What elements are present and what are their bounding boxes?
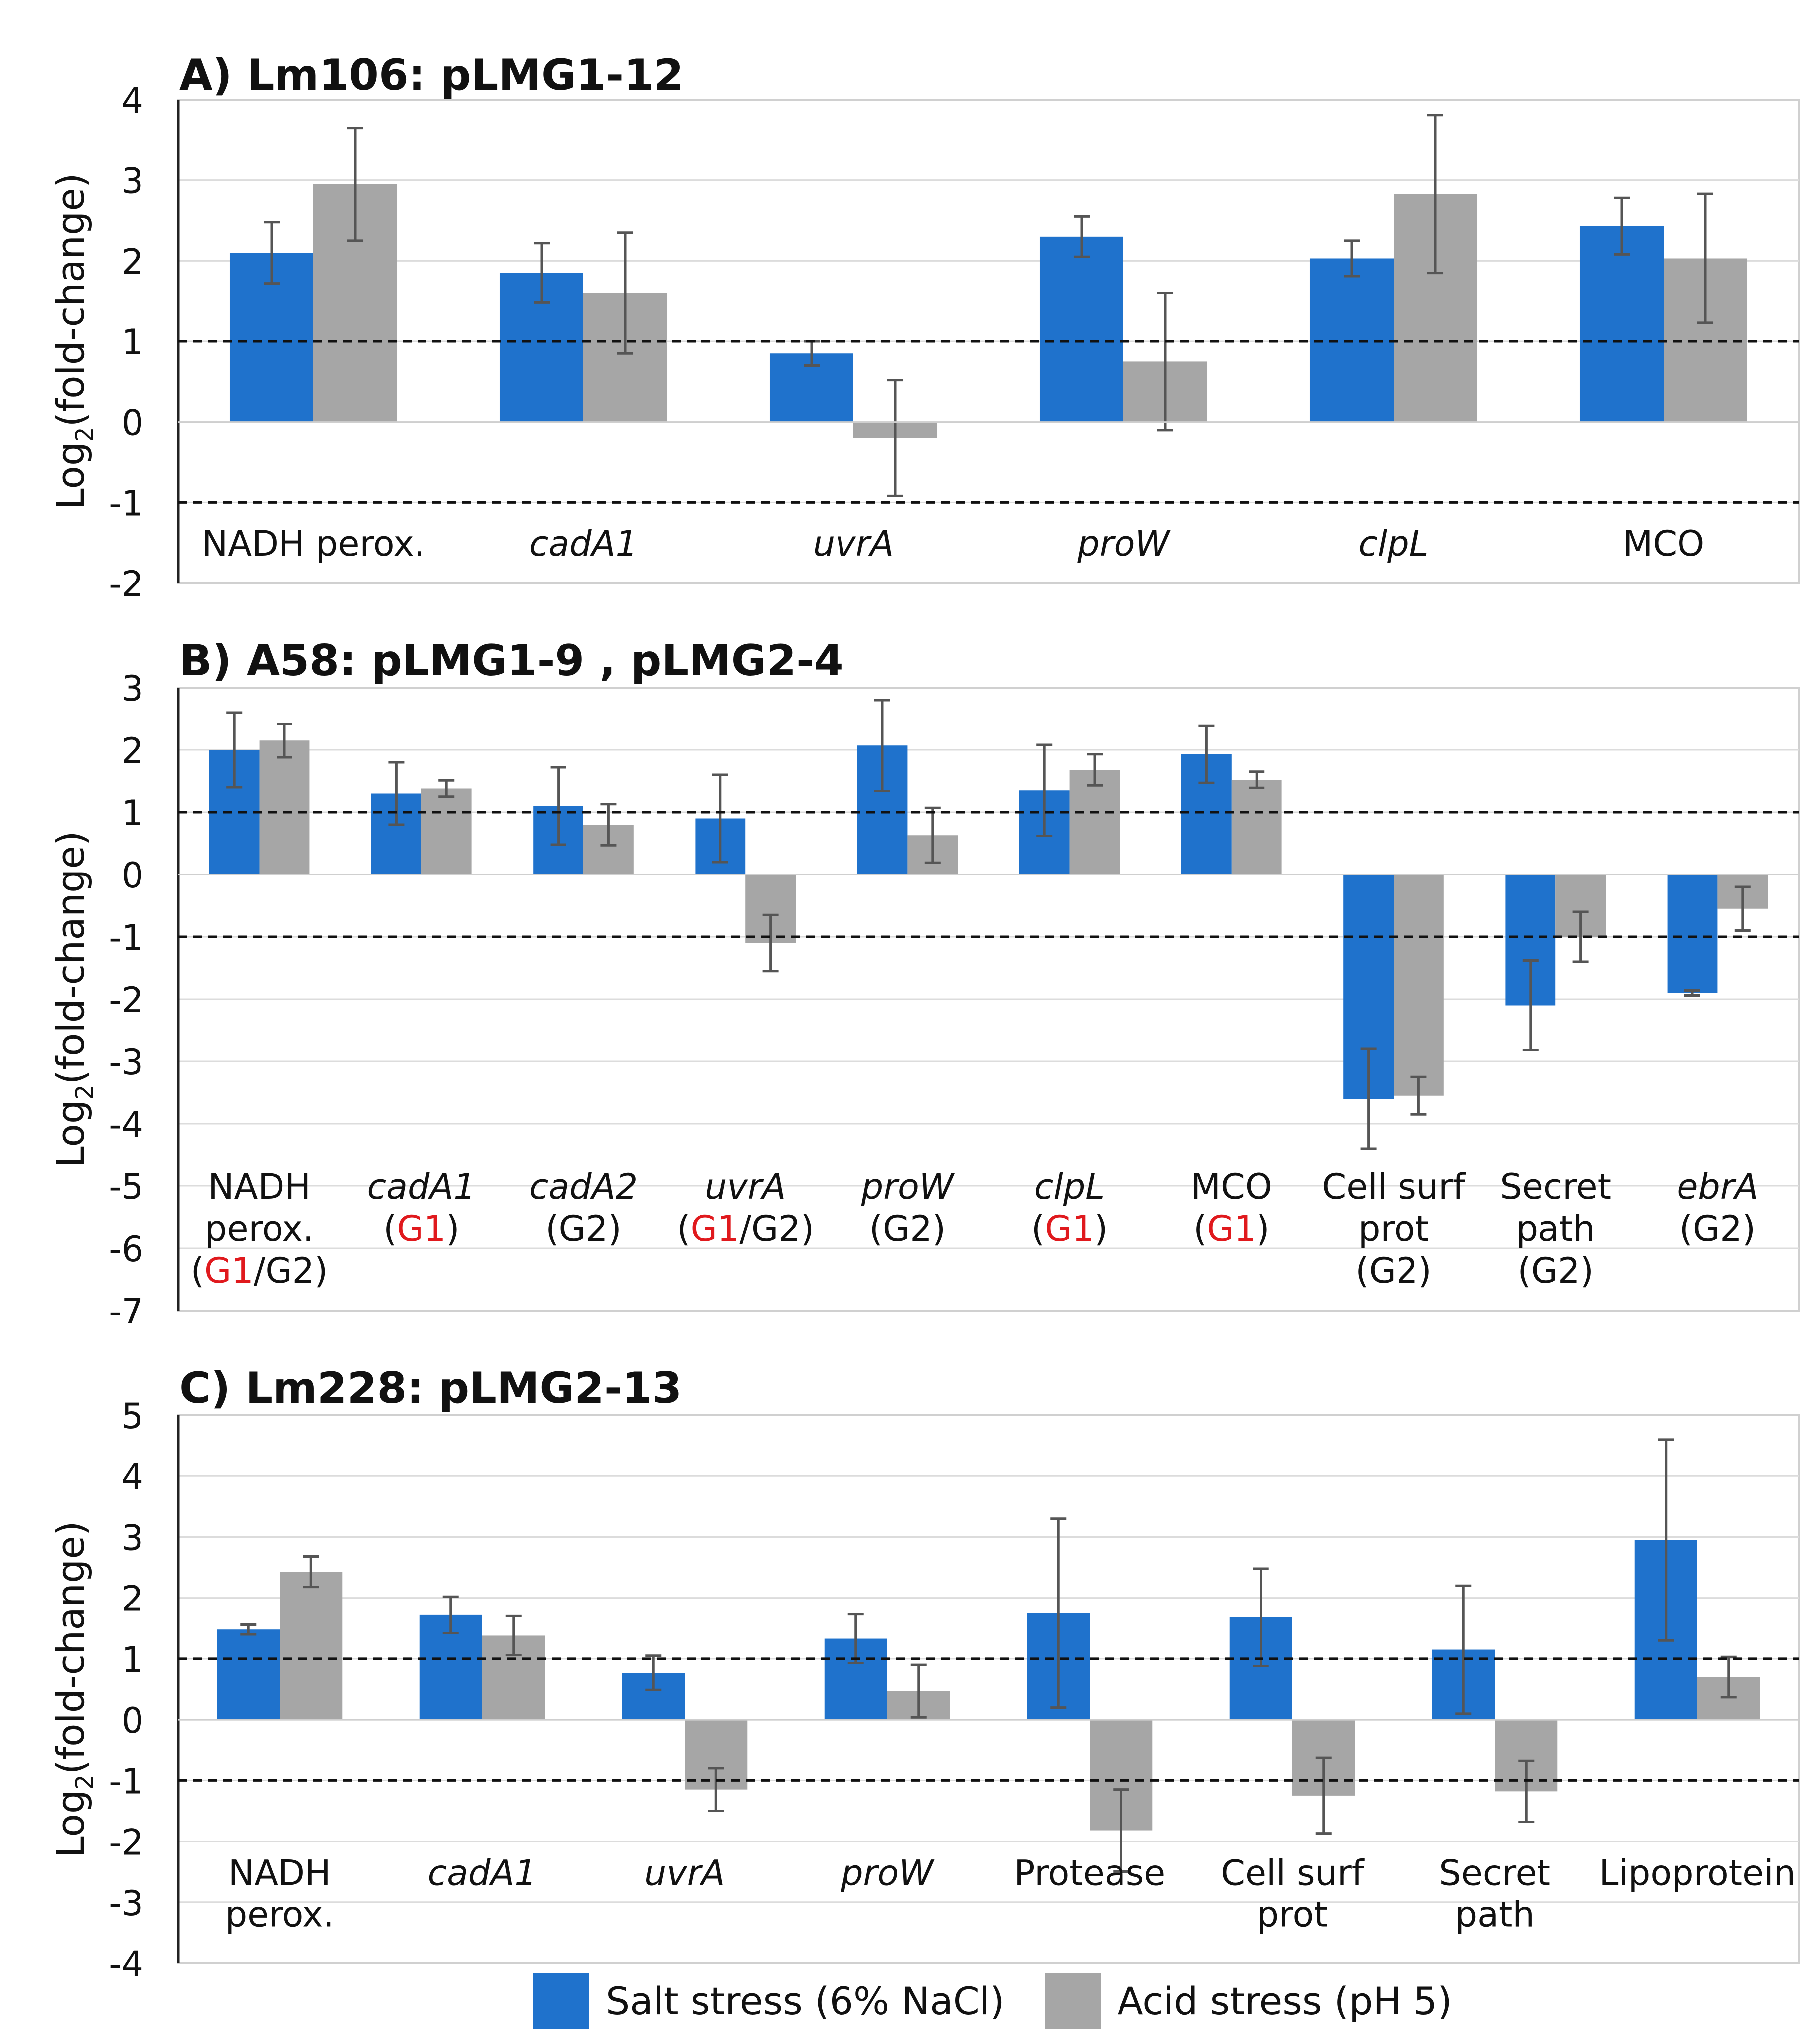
legend: Salt stress (6% NaCl) Acid stress (pH 5) — [533, 1971, 1492, 2031]
legend-label-salt: Salt stress (6% NaCl) — [606, 1978, 1005, 2023]
category-label: clpL — [1034, 1167, 1105, 1207]
chart-title: C) Lm228: pLMG2-13 — [179, 1363, 682, 1413]
y-tick-label: 3 — [121, 668, 143, 709]
category-label: NADH perox. — [202, 523, 425, 564]
category-label: Lipoprotein — [1599, 1853, 1796, 1894]
category-label: prot — [1358, 1208, 1429, 1249]
legend-swatch-acid — [1044, 1973, 1101, 2029]
category-label: (G2) — [1680, 1208, 1756, 1249]
y-tick-label: -2 — [109, 980, 143, 1021]
y-tick-label: 1 — [121, 322, 143, 363]
category-label: (G2) — [1355, 1250, 1431, 1291]
category-label: uvrA — [644, 1853, 725, 1894]
y-tick-label: 3 — [121, 1517, 143, 1558]
y-tick-label: -3 — [109, 1883, 143, 1924]
chart-panel-1: 3 2 1 0 -1 -2 -3 -4 -5 -6 -7 Log2(fold-change) B) A5… — [48, 636, 1800, 1332]
category-label: NADH — [228, 1853, 331, 1894]
y-tick-label: 2 — [121, 1579, 143, 1619]
category-label: prot — [1257, 1895, 1328, 1935]
chart-title: B) A58: pLMG1-9 , pLMG2-4 — [179, 636, 844, 686]
category-label: perox. — [205, 1208, 314, 1249]
category-label: Protease — [1014, 1853, 1165, 1894]
chart-panel-2: 5 4 3 2 1 0 -1 -2 -3 -4 Log2(fold-change) C) Lm228:… — [48, 1363, 1800, 1985]
category-label: uvrA — [813, 523, 894, 564]
y-tick-label: 5 — [121, 1396, 143, 1437]
chart-title: A) Lm106: pLMG1-12 — [179, 50, 684, 100]
y-tick-label: -6 — [109, 1229, 143, 1270]
category-label: (G1/G2) — [677, 1208, 814, 1249]
category-label: uvrA — [705, 1167, 786, 1207]
category-label: Cell surf — [1322, 1167, 1466, 1207]
category-label: MCO — [1623, 523, 1704, 564]
category-label: path — [1516, 1208, 1595, 1249]
bar-acid — [280, 1572, 343, 1720]
bar-salt — [1039, 236, 1123, 422]
category-label: (G2) — [1517, 1250, 1593, 1291]
y-tick-label: -7 — [109, 1291, 143, 1332]
bar-acid — [259, 740, 310, 875]
category-label: NADH — [208, 1167, 311, 1207]
y-tick-label: 1 — [121, 793, 143, 834]
y-tick-label: -1 — [109, 917, 143, 958]
category-label: MCO — [1191, 1167, 1272, 1207]
category-label: cadA1 — [428, 1853, 537, 1894]
bar-acid — [1231, 780, 1282, 875]
y-tick-label: -4 — [109, 1104, 143, 1145]
category-label: perox. — [225, 1895, 334, 1935]
bar-acid — [1394, 875, 1444, 1096]
category-label: clpL — [1358, 523, 1428, 564]
category-label: proW — [840, 1853, 935, 1894]
bar-salt — [217, 1629, 280, 1720]
legend-swatch-salt — [533, 1973, 589, 2029]
category-label: Cell surf — [1221, 1853, 1365, 1894]
y-tick-label: 4 — [121, 80, 143, 121]
category-label: proW — [861, 1167, 955, 1207]
y-axis-label: Log2(fold-change) — [48, 831, 99, 1167]
category-label: cadA2 — [529, 1167, 638, 1207]
category-label: cadA1 — [367, 1167, 476, 1207]
y-tick-label: 2 — [121, 730, 143, 771]
category-label: ebrA — [1677, 1167, 1758, 1207]
y-axis-label: Log2(fold-change) — [48, 1521, 99, 1857]
y-tick-label: -2 — [109, 1822, 143, 1863]
y-tick-label: 0 — [121, 403, 143, 443]
y-tick-label: -5 — [109, 1167, 143, 1207]
legend-label-acid: Acid stress (pH 5) — [1117, 1978, 1452, 2023]
y-tick-label: -4 — [109, 1944, 143, 1985]
bar-salt — [1579, 226, 1664, 422]
chart-panel-0: 4 3 2 1 0 -1 -2 Log2(fold-change) A) Lm106: pLMG… — [48, 50, 1800, 604]
category-label: (G1) — [383, 1208, 459, 1249]
category-label: (G2) — [545, 1208, 621, 1249]
category-label: Secret — [1500, 1167, 1611, 1207]
y-tick-label: -3 — [109, 1042, 143, 1083]
category-label: (G1) — [1031, 1208, 1108, 1249]
y-tick-label: 1 — [121, 1639, 143, 1680]
bar-acid — [1069, 770, 1120, 875]
bar-salt — [1667, 875, 1718, 993]
y-tick-label: -1 — [109, 483, 143, 524]
category-label: proW — [1077, 523, 1171, 564]
y-tick-label: 2 — [121, 241, 143, 282]
y-tick-label: 0 — [121, 855, 143, 896]
category-label: path — [1455, 1895, 1535, 1935]
legend-item-acid[interactable]: Acid stress (pH 5) — [1044, 1973, 1452, 2029]
y-tick-label: -2 — [109, 564, 143, 604]
category-label: (G2) — [869, 1208, 946, 1249]
category-label: cadA1 — [529, 523, 638, 564]
y-tick-label: 3 — [121, 161, 143, 202]
bar-acid — [421, 788, 472, 875]
y-tick-label: 4 — [121, 1457, 143, 1497]
legend-item-salt[interactable]: Salt stress (6% NaCl) — [533, 1973, 1005, 2029]
y-axis-label: Log2(fold-change) — [48, 173, 99, 509]
category-label: Secret — [1439, 1853, 1550, 1894]
category-label: (G1/G2) — [191, 1250, 328, 1291]
y-tick-label: -1 — [109, 1761, 143, 1802]
category-label: (G1) — [1193, 1208, 1269, 1249]
y-tick-label: 0 — [121, 1700, 143, 1741]
